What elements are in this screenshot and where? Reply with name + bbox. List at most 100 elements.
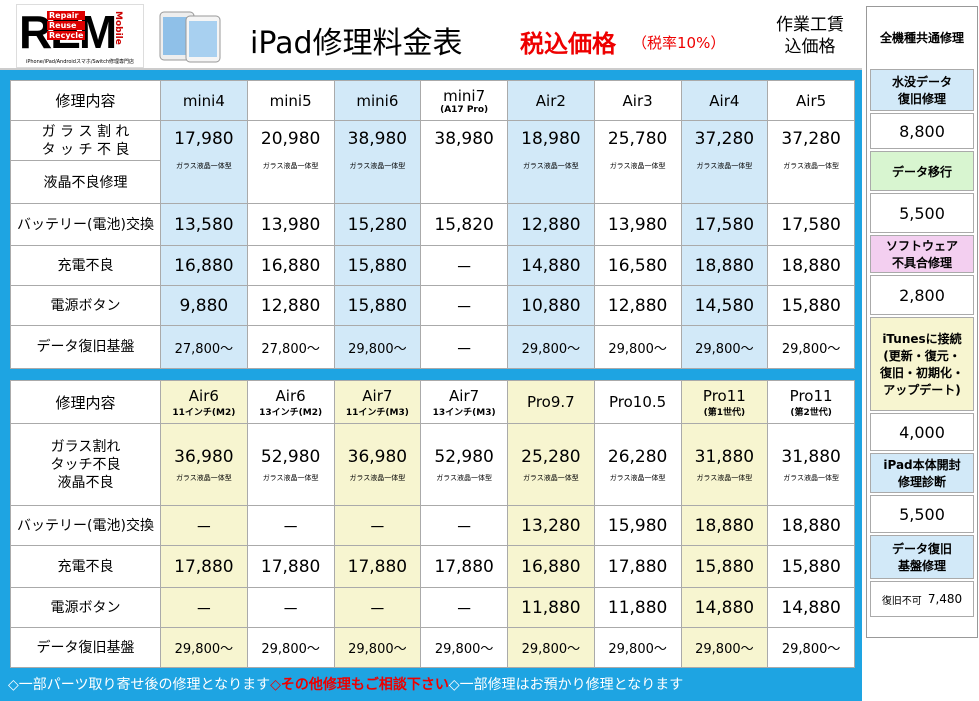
price-row: 充電不良 17,880 17,880 17,880 17,880 16,880 17,880… — [10, 545, 855, 588]
price-cell: 25,780 ガラス液晶一体型 — [593, 120, 682, 204]
sidebar: 全機種共通修理 水没データ 復旧修理 8,800 データ移行 5,500 ソフトウェア 不具合… — [866, 6, 978, 638]
logo-tag: Recycle — [47, 31, 86, 40]
price-row: データ復旧基盤 29,800～ 29,800～ 29,800～ 29,800～ 29,80… — [10, 627, 855, 668]
model-name: Air2 — [535, 91, 566, 110]
row-label: 充電不良 — [10, 545, 161, 588]
price-cell: 29,800～ — [593, 325, 682, 369]
model-name: mini5 — [269, 91, 312, 110]
price: 10,880 — [521, 295, 581, 316]
tax-label: 税込価格 — [520, 30, 616, 58]
price-table: 修理内容 mini4 mini5 mini6 mini7 (A17 Pro) Air2 Air… — [10, 80, 855, 369]
model-name: Pro11 — [789, 386, 833, 405]
price: 16,880 — [260, 255, 321, 276]
price: 17,880 — [434, 556, 494, 577]
title-line: 復旧・初期化・ — [879, 366, 964, 380]
price-cell: 15,880 — [680, 545, 769, 588]
price: － — [455, 518, 473, 538]
model-header: Pro10.5 — [593, 380, 682, 424]
model-name: Pro10.5 — [609, 393, 667, 411]
price-cell: 29,800～ — [333, 325, 422, 369]
model-header: Air6 13インチ(M2) — [246, 380, 335, 424]
price-note: ガラス液晶一体型 — [175, 473, 232, 482]
price-cell: 9,880 — [160, 285, 248, 326]
price: 18,880 — [781, 255, 841, 276]
model-header: Air7 11インチ(M3) — [333, 380, 422, 424]
title-line: ソフトウェア — [885, 239, 958, 253]
model-name: Air7 — [449, 386, 480, 405]
label-line: 電源ボタン — [50, 297, 121, 314]
price-cell: 20,980 ガラス液晶一体型 — [246, 120, 335, 204]
price: 15,880 — [347, 295, 408, 316]
price: － — [455, 298, 473, 318]
price-row: 液晶不良修理 — [10, 160, 855, 204]
note: 作業工賃 込価格 — [770, 14, 850, 58]
label-line: ガラス割れ — [50, 438, 121, 455]
title-line: 水没データ — [891, 75, 952, 89]
price-cell: 14,580 — [680, 285, 769, 326]
price-cell: 29,800～ — [333, 627, 422, 668]
logo-tags: Repair Reuse Recycle — [47, 11, 86, 40]
row-label: 電源ボタン — [10, 587, 161, 628]
service-title: 水没データ 復旧修理 — [870, 69, 974, 111]
header-row: 修理内容 mini4 mini5 mini6 mini7 (A17 Pro) Air2 Air… — [10, 80, 855, 121]
price-note: ガラス液晶一体型 — [609, 473, 666, 482]
price-cell: － — [246, 587, 335, 628]
price-cell: 36,980 ガラス液晶一体型 — [160, 423, 248, 506]
price-cell: 52,980 ガラス液晶一体型 — [420, 423, 508, 506]
price-cell: 18,880 — [680, 505, 769, 546]
label-line: タッチ不良 — [50, 456, 121, 473]
price: 29,800～ — [695, 642, 754, 657]
model-sub: (第1世代) — [703, 407, 746, 418]
price-cell: 52,980 ガラス液晶一体型 — [246, 423, 335, 506]
price-cell: 17,880 — [420, 545, 508, 588]
service-price: 5,500 — [870, 495, 974, 533]
price-cell: 29,800～ — [246, 627, 335, 668]
model-header: Air4 — [680, 80, 769, 121]
price-cell: － — [420, 245, 508, 286]
price: 16,880 — [174, 255, 234, 276]
model-header: Air7 13インチ(M3) — [420, 380, 508, 424]
price: 36,980 — [347, 446, 408, 467]
row-label: 電源ボタン — [10, 285, 161, 326]
price-cell: 11,880 — [507, 587, 595, 628]
footer-text: ◇一部パーツ取り寄せ後の修理となります — [8, 677, 271, 693]
price-cell: 17,980 ガラス液晶一体型 — [160, 120, 248, 204]
label-line: 充電不良 — [57, 257, 114, 274]
price: 25,280 — [521, 446, 581, 467]
title-line: 不具合修理 — [891, 256, 952, 270]
model-sub: 13インチ(M2) — [259, 407, 323, 418]
price-row: 充電不良 16,880 16,880 15,880 － 14,880 16,580 18,88… — [10, 245, 855, 286]
price-cell: 17,880 — [333, 545, 422, 588]
model-name: Pro11 — [702, 386, 746, 405]
row-label: 液晶不良修理 — [10, 160, 161, 204]
model-name: mini7 — [443, 86, 486, 105]
price: 13,980 — [607, 214, 668, 235]
title-line: 修理診断 — [897, 475, 946, 489]
title: iPad修理料金表 — [250, 26, 463, 61]
model-header: Pro11 (第1世代) — [680, 380, 769, 424]
price: 26,280 — [607, 446, 668, 467]
label-line: 液晶不良 — [57, 474, 114, 491]
price: 17,880 — [174, 556, 234, 577]
price-cell: 16,880 — [507, 545, 595, 588]
price-cell: － — [420, 285, 508, 326]
price: 36,980 — [174, 446, 234, 467]
price-cell: 17,880 — [246, 545, 335, 588]
price-cell: 15,280 — [333, 203, 422, 246]
price: 29,800～ — [695, 341, 754, 357]
logo-tag: Repair — [47, 11, 86, 20]
price-cell: 13,280 — [507, 505, 595, 546]
price: 13,980 — [260, 214, 321, 235]
price: － — [455, 339, 473, 360]
service-title: ソフトウェア 不具合修理 — [870, 235, 974, 273]
price-cell: 15,880 — [767, 285, 855, 326]
service-title: データ移行 — [870, 151, 974, 191]
price: 25,780 — [607, 129, 668, 149]
label-line: ガ ラ ス 割 れ — [41, 123, 130, 140]
price: 52,980 — [260, 446, 321, 467]
service-title: iPad本体開封 修理診断 — [870, 453, 974, 493]
price-note: ガラス液晶一体型 — [436, 473, 493, 482]
title-line: 復旧修理 — [897, 92, 946, 106]
logo-tagline: iPhone/iPad/Androidスマホ/Switch修理専門店 — [25, 59, 135, 65]
service-price: 5,500 — [870, 193, 974, 233]
